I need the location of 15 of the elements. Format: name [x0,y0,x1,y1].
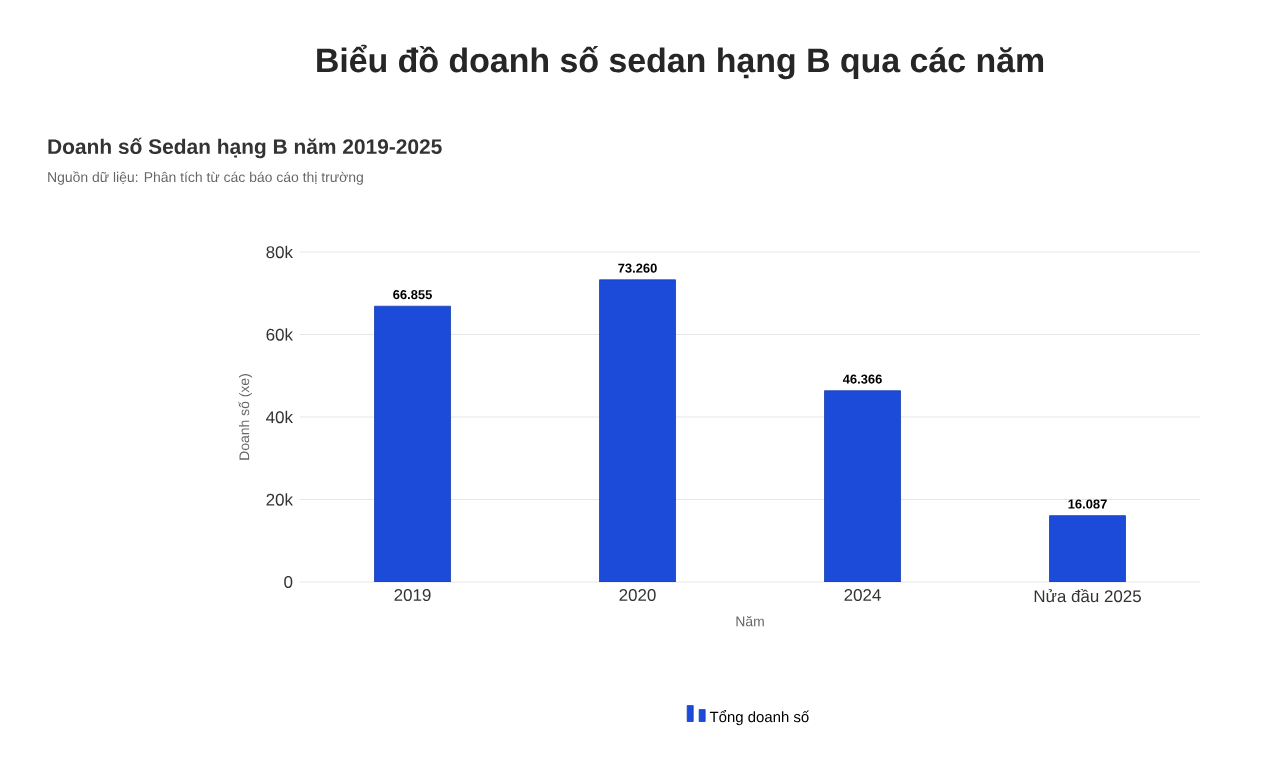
bar [374,305,451,582]
x-tick-label: 2020 [619,589,656,602]
y-tick-label: 20k [266,493,293,506]
y-tick-label: 40k [266,410,293,424]
x-tick-label: 2019 [394,589,431,602]
y-tick-label: 80k [266,245,293,259]
bar [599,279,676,582]
chart-title: Biểu đồ doanh số sedan hạng B qua các năm [317,44,1044,80]
bar [1049,515,1126,582]
bar [824,390,901,582]
chart-subtitle: Doanh số Sedan hạng B năm 2019-2025 [48,137,442,159]
y-tick-label: 0 [284,576,293,588]
x-tick-label: Nửa đầu 2025 [1034,589,1141,603]
y-tick-label: 60k [266,328,293,341]
x-tick-label: 2024 [844,589,881,602]
